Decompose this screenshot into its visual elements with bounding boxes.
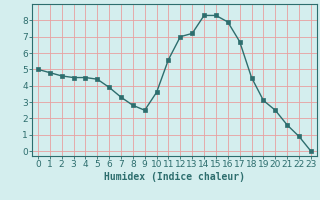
X-axis label: Humidex (Indice chaleur): Humidex (Indice chaleur) — [104, 172, 245, 182]
